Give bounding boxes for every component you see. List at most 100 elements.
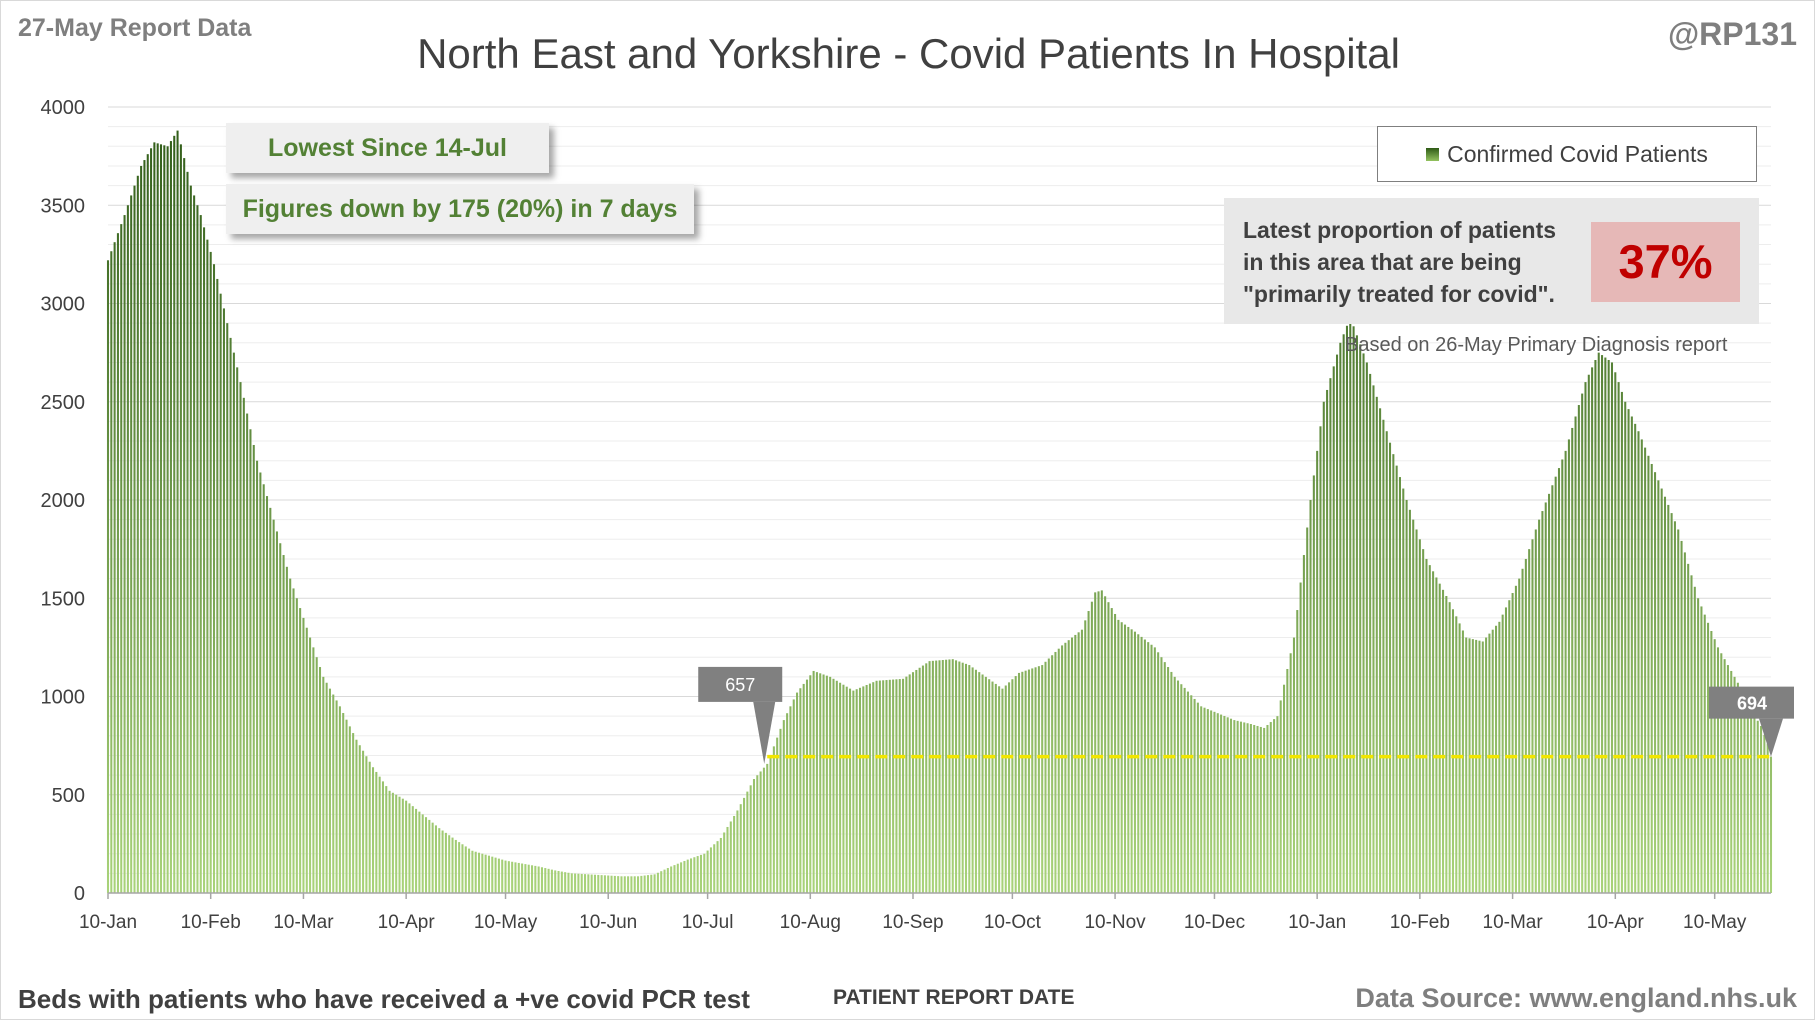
data-bar xyxy=(1471,639,1474,893)
data-bar xyxy=(1084,620,1087,893)
data-bar xyxy=(637,876,640,893)
data-bar xyxy=(1259,726,1262,893)
data-bar xyxy=(232,352,235,893)
data-bar xyxy=(540,867,543,893)
data-bar xyxy=(842,684,845,893)
data-bar xyxy=(607,875,610,893)
data-bar xyxy=(1428,565,1431,893)
data-bar xyxy=(355,739,358,893)
data-bar xyxy=(1054,651,1057,893)
legend: Confirmed Covid Patients xyxy=(1377,126,1757,182)
data-bar xyxy=(1574,416,1577,893)
data-bar xyxy=(782,720,785,893)
x-tick-label: 10-Jun xyxy=(579,912,637,933)
x-tick-label: 10-Oct xyxy=(984,912,1042,933)
data-bar xyxy=(388,790,391,893)
data-bar xyxy=(1276,716,1279,893)
data-bar xyxy=(173,135,176,893)
data-bar xyxy=(1239,721,1242,893)
data-bar xyxy=(458,842,461,893)
data-bar xyxy=(1425,558,1428,893)
data-bar xyxy=(1713,639,1716,893)
report-date-label: 27-May Report Data xyxy=(18,14,252,42)
lowest-since-callout: Lowest Since 14-Jul xyxy=(226,123,549,173)
data-bar xyxy=(517,862,520,893)
data-bar xyxy=(434,825,437,893)
tag-box xyxy=(698,666,783,702)
data-bar xyxy=(1352,326,1355,893)
data-bar xyxy=(1750,710,1753,893)
data-bar xyxy=(743,797,746,893)
data-bar xyxy=(855,689,858,893)
data-bar xyxy=(1753,715,1756,893)
data-source: Data Source: www.england.nhs.uk xyxy=(1355,983,1797,1013)
data-bar xyxy=(643,875,646,893)
y-tick-label: 500 xyxy=(52,785,85,807)
data-bar xyxy=(1746,703,1749,893)
data-bar xyxy=(1104,596,1107,893)
data-bar xyxy=(305,627,308,893)
data-bar xyxy=(1037,666,1040,893)
data-bar xyxy=(183,158,186,894)
data-bar xyxy=(1601,355,1604,893)
data-bar xyxy=(1051,655,1054,893)
data-bar xyxy=(988,679,991,893)
data-bar xyxy=(507,861,510,893)
data-bar xyxy=(809,675,812,893)
x-tick-label: 10-May xyxy=(474,912,538,933)
data-bar xyxy=(345,719,348,893)
data-bar xyxy=(1087,611,1090,893)
data-bar xyxy=(106,260,110,893)
data-bar xyxy=(1004,685,1007,893)
data-bar xyxy=(786,713,789,893)
data-bar xyxy=(663,869,666,893)
data-bar xyxy=(332,694,335,893)
data-bar xyxy=(1385,431,1388,893)
data-bar xyxy=(653,874,656,893)
data-bar xyxy=(955,660,958,893)
data-bar xyxy=(1273,719,1276,893)
data-bar xyxy=(577,873,580,893)
data-bar xyxy=(1627,409,1630,893)
data-bar xyxy=(338,706,341,893)
data-bar xyxy=(1253,724,1256,893)
data-bar xyxy=(511,861,514,893)
data-bar xyxy=(226,323,229,893)
data-bar xyxy=(772,746,775,893)
data-bar xyxy=(1167,667,1170,893)
data-bar xyxy=(650,874,653,893)
data-bar xyxy=(925,663,928,893)
data-bar xyxy=(1392,454,1395,893)
data-bar xyxy=(1607,359,1610,893)
data-bar xyxy=(593,874,597,893)
data-bar xyxy=(872,682,875,893)
data-bar xyxy=(126,205,129,893)
data-bar xyxy=(878,680,881,893)
data-bar xyxy=(849,688,852,893)
data-bar xyxy=(242,397,245,893)
data-bar xyxy=(431,822,434,893)
data-bar xyxy=(1123,624,1127,893)
data-bar xyxy=(994,683,997,893)
data-bar xyxy=(421,814,424,893)
data-bar xyxy=(385,786,388,893)
data-bar xyxy=(531,865,534,893)
tag-label-start: 657 xyxy=(725,675,755,695)
data-bar xyxy=(1359,344,1362,893)
data-bar xyxy=(1064,642,1067,893)
data-bar xyxy=(882,680,885,893)
data-bar xyxy=(1488,633,1491,893)
data-bar xyxy=(325,682,328,893)
data-bar xyxy=(971,667,974,893)
data-bar xyxy=(1677,529,1680,893)
data-bar xyxy=(524,864,527,893)
data-bar xyxy=(156,143,159,894)
data-bar xyxy=(676,863,679,893)
data-bar xyxy=(140,165,143,893)
data-bar xyxy=(481,853,484,893)
data-bar xyxy=(845,686,848,893)
data-bar xyxy=(391,792,394,893)
data-bar xyxy=(262,484,265,893)
data-bar xyxy=(1465,637,1468,893)
data-bar xyxy=(590,874,593,893)
